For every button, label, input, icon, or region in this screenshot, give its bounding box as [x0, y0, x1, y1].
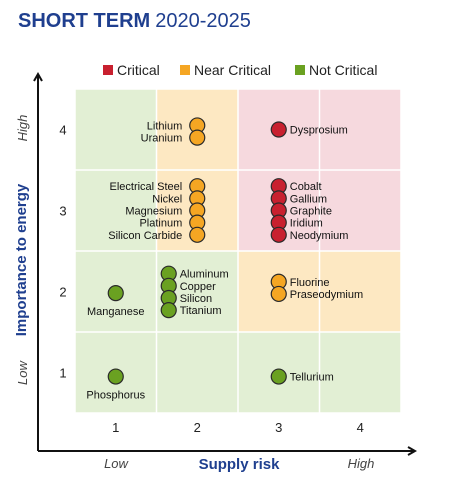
point [107, 368, 124, 385]
point-label: Magnesium [125, 206, 182, 218]
legend-swatch [103, 65, 113, 75]
point-label: Iridium [290, 218, 323, 230]
legend-swatch [295, 65, 305, 75]
legend-label: Near Critical [194, 62, 271, 78]
point-label: Titanium [180, 305, 222, 317]
chart-title: SHORT TERM 2020-2025 [18, 10, 251, 33]
point [270, 226, 287, 243]
point-label: Silicon Carbide [108, 230, 182, 242]
point-label: Dysprosium [290, 125, 348, 137]
x-tick-label: 1 [112, 420, 119, 435]
point-label: Tellurium [290, 372, 334, 384]
y-axis-title: Importance to energy [13, 183, 30, 336]
point-label: Gallium [290, 193, 327, 205]
y-tick-label: 4 [59, 123, 66, 138]
point [160, 302, 177, 319]
y-axis-high-label: High [15, 115, 30, 142]
point-label: Fluorine [290, 277, 330, 289]
x-tick-label: 2 [194, 420, 201, 435]
title-years: 2020-2025 [155, 10, 251, 32]
point-label: Cobalt [290, 181, 322, 193]
point-label: Copper [180, 281, 216, 293]
point-label: Manganese [87, 306, 145, 318]
x-axis-title: Supply risk [199, 456, 281, 473]
legend-label: Critical [117, 62, 160, 78]
point [270, 285, 287, 303]
point-label: Graphite [290, 206, 332, 218]
point-label: Phosphorus [86, 390, 145, 402]
point-label: Neodymium [290, 230, 349, 242]
point-label: Electrical Steel [109, 181, 182, 193]
legend-label: Not Critical [309, 62, 377, 78]
x-axis-high-label: High [348, 456, 375, 471]
point-label: Platinum [139, 218, 182, 230]
y-tick-label: 2 [59, 285, 66, 300]
point-label: Uranium [141, 133, 183, 145]
x-axis-low-label: Low [104, 456, 129, 471]
point-label: Lithium [147, 120, 182, 132]
point-label: Aluminum [180, 269, 229, 281]
point-label: Nickel [152, 193, 182, 205]
point [270, 368, 287, 385]
x-tick-label: 4 [357, 420, 364, 435]
legend-swatch [180, 65, 190, 75]
y-tick-label: 1 [59, 366, 66, 381]
point [189, 129, 206, 146]
point [107, 285, 124, 302]
x-tick-label: 3 [275, 420, 282, 435]
y-tick-label: 3 [59, 204, 66, 219]
y-axis-low-label: Low [15, 359, 30, 384]
title-main: SHORT TERM [18, 10, 151, 32]
point [270, 121, 287, 138]
point-label: Praseodymium [290, 289, 363, 301]
point-label: Silicon [180, 293, 212, 305]
point [189, 226, 206, 243]
